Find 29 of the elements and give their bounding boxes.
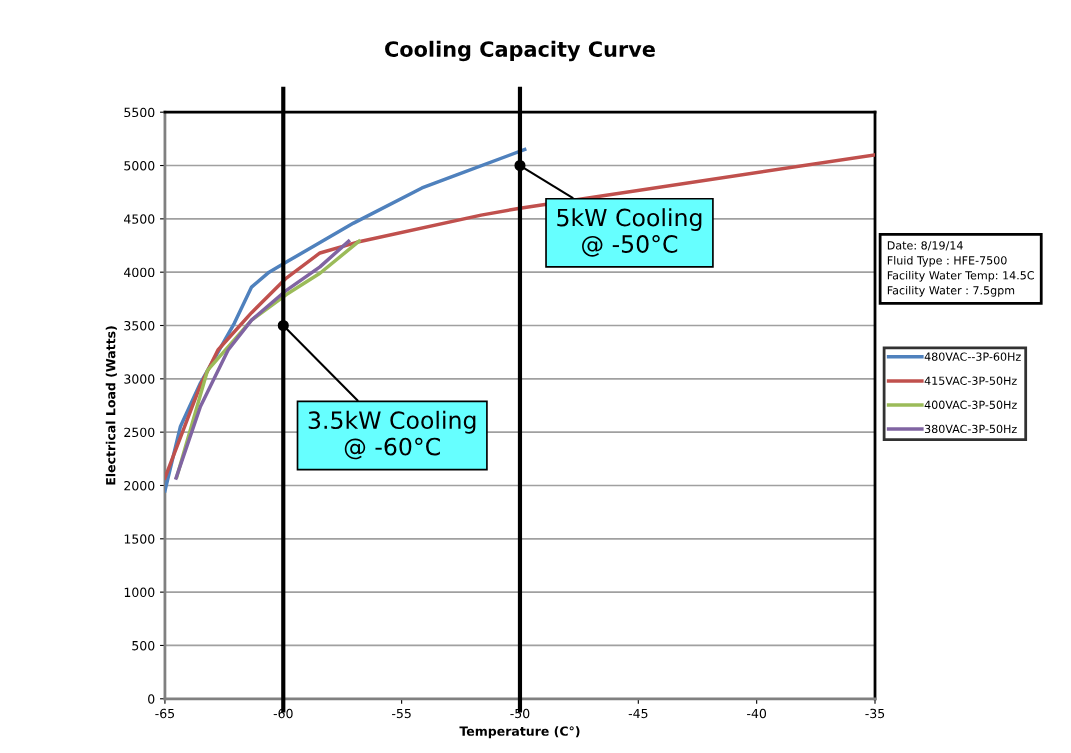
y-tick-label: 2000 — [124, 480, 155, 491]
y-tick-label: 3000 — [124, 374, 155, 384]
y-tick-label: 500 — [132, 640, 155, 651]
x-tick-label: -40 — [747, 708, 767, 719]
x-tick-label: -60 — [273, 708, 293, 719]
y-axis-title: Electrical Load (Watts) — [105, 326, 117, 485]
y-tick-label: 1500 — [124, 534, 155, 544]
x-tick-label: -65 — [155, 708, 175, 719]
chart-title: Cooling Capacity Curve — [385, 40, 655, 62]
text: Date: 8/19/14 Fluid Type : HFE-7500 Facility Water Temp: 14.5C Facility Water : 7.5gpm — [887, 241, 1034, 297]
annotation: 3.5kW Cooling @ -60°C — [308, 410, 476, 460]
y-tick-label: 5000 — [124, 160, 155, 171]
x-tick-label: -55 — [392, 708, 411, 719]
y-tick-label: 4500 — [124, 214, 155, 224]
y-tick-label: 2500 — [124, 427, 155, 438]
legend-label: 400VAC-3P-50Hz — [924, 400, 1017, 410]
x-tick-label: -35 — [865, 708, 885, 719]
y-tick-label: 0 — [148, 694, 155, 704]
y-tick-label: 4000 — [124, 267, 155, 278]
y-tick-label: 5500 — [124, 107, 155, 118]
y-tick-label: 3500 — [124, 320, 155, 331]
y-tick-label: 1000 — [124, 587, 155, 598]
legend-label: 380VAC-3P-50Hz — [924, 424, 1017, 434]
x-axis-title: Temperature (C°) — [459, 726, 580, 739]
annotation: 5kW Cooling @ -50°C — [557, 208, 702, 257]
legend-label: 480VAC--3P-60Hz — [924, 352, 1021, 361]
legend-label: 415VAC-3P-50Hz — [924, 376, 1017, 385]
x-tick-label: -50 — [510, 708, 530, 719]
x-tick-label: -45 — [628, 708, 648, 719]
